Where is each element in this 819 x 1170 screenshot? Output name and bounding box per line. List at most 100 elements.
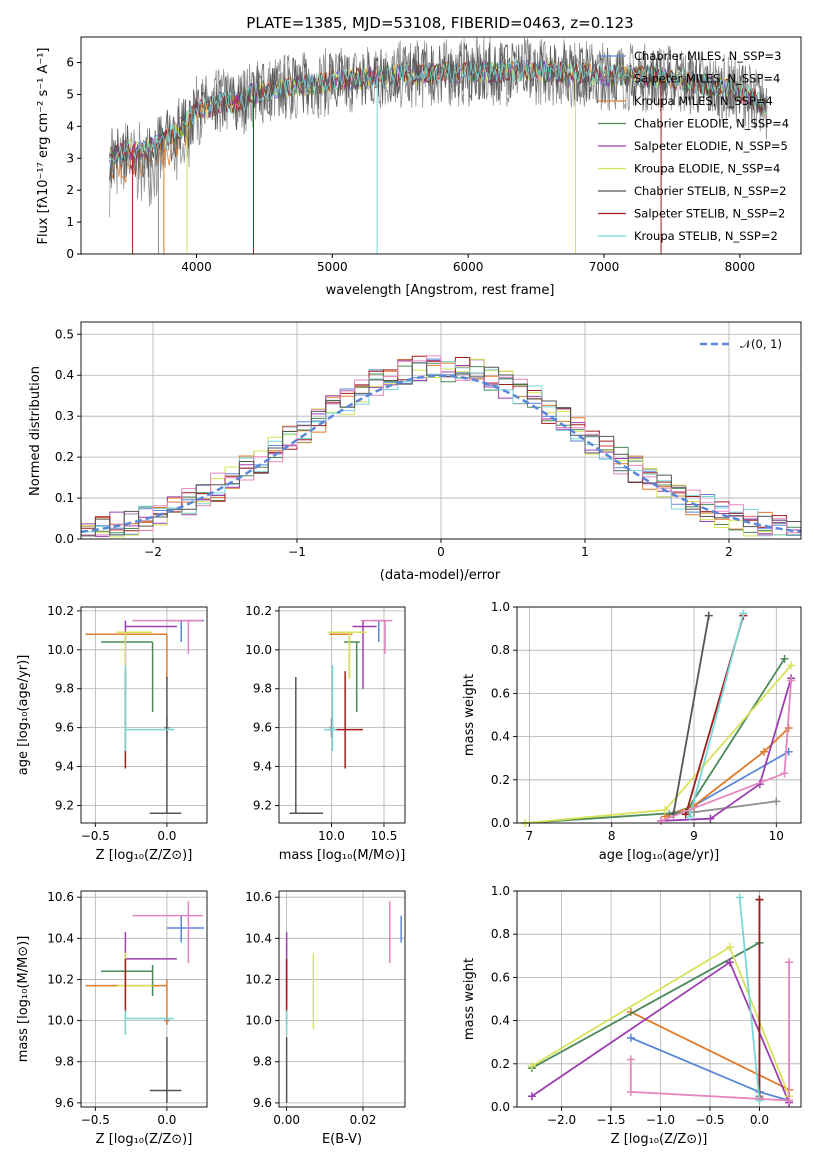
weight-line-kmiles (630, 1011, 790, 1091)
x-axis-label: Z [log₁₀(Z/Z⊙)] (96, 848, 193, 863)
y-axis-label: mass weight (462, 674, 477, 756)
x-tick-label: 0.0 (750, 1113, 769, 1127)
spectrum-legend: Chabrier MILES, N_SSP=3 Salpeter MILES, N… (598, 49, 789, 243)
y-tick-label: 10.6 (245, 890, 272, 904)
x-tick-label: −1.0 (646, 1113, 675, 1127)
weight-marker-selodie (527, 1092, 536, 1101)
axes-frame (278, 606, 406, 824)
weight-line-celodie (531, 942, 760, 1069)
x-axis-label: Z [log₁₀(Z/Z⊙)] (96, 1132, 193, 1147)
y-tick-label: 9.4 (253, 760, 272, 774)
y-tick-label: 0.4 (491, 730, 510, 744)
y-tick-label: 0.2 (491, 773, 510, 787)
weight-marker-pink (785, 1096, 794, 1105)
ticks: 7 8 9 10 0.0 0.2 0.4 0.6 0.8 1.0 (491, 600, 784, 843)
y-tick-label: 0.2 (491, 1057, 510, 1071)
weight-line-smiles (693, 800, 777, 814)
y-tick-label: 9.4 (55, 760, 74, 774)
x-axis-label: Z [log₁₀(Z/Z⊙)] (611, 1132, 708, 1147)
y-tick-label: 10.0 (245, 1014, 272, 1028)
x-tick-label: −0.5 (81, 1113, 110, 1127)
legend-label-celodie: Chabrier ELODIE, N_SSP=4 (634, 117, 789, 131)
y-tick-label: 0.3 (55, 409, 74, 423)
x-tick-label: 2 (725, 545, 733, 559)
weight-line-kelodie (525, 664, 792, 824)
spectrum-line-sstelib (109, 60, 768, 162)
histogram-legend: 𝒩(0, 1) (700, 337, 782, 351)
x-tick-label: 9 (690, 829, 698, 843)
ticks: −2.0 −1.5 −1.0 −0.5 0.0 0.0 0.2 0.4 0.6 0.8 1.0 (491, 884, 769, 1127)
y-tick-label: 2 (66, 183, 74, 197)
y-tick-label: 10.2 (47, 604, 74, 618)
y-axis-label: age [log₁₀(age/yr)] (16, 655, 31, 776)
y-tick-label: 9.6 (55, 721, 74, 735)
y-tick-label: 0.0 (491, 1100, 510, 1114)
y-tick-label: 1 (66, 215, 74, 229)
spectrum-frame (80, 36, 802, 255)
weight-marker-kstelib (739, 609, 748, 618)
ticks: −0.5 0.0 9.2 9.4 9.6 9.8 10.0 10.2 (47, 604, 176, 843)
weight-marker-kstelib (735, 893, 744, 902)
axes-frame (80, 890, 208, 1108)
weight-marker-kelodie (527, 1061, 536, 1070)
mass-vs-Z-panel: −0.5 0.0 9.6 9.8 10.0 10.2 10.4 10.6 Z [log₁₀(Z/… (16, 890, 208, 1147)
weight-marker-sstelib (755, 895, 764, 904)
weight-marker-pink (626, 1055, 635, 1064)
y-tick-label: 0.6 (491, 970, 510, 984)
massweight-vs-age-panel: 7 8 9 10 0.0 0.2 0.4 0.6 0.8 1.0 age [log₁₀(age/yr… (462, 600, 802, 863)
y-tick-label: 9.6 (55, 1096, 74, 1110)
weight-marker-pink (780, 769, 789, 778)
weight-marker-cmiles (626, 1033, 635, 1042)
weight-line-celodie (525, 658, 786, 824)
axes-frame (278, 890, 406, 1108)
x-tick-label: 7 (526, 829, 534, 843)
y-tick-label: 9.8 (253, 1055, 272, 1069)
weight-marker-kstelib (755, 1096, 764, 1105)
y-axis-label: mass weight (462, 958, 477, 1040)
y-tick-label: 9.8 (253, 682, 272, 696)
weight-line-kstelib (738, 897, 761, 1101)
ticks: −2 −1 0 1 2 0.0 0.1 0.2 0.3 0.4 0.5 (55, 327, 733, 559)
x-tick-label: −1.5 (596, 1113, 625, 1127)
legend-label-kelodie: Kroupa ELODIE, N_SSP=4 (634, 162, 780, 176)
x-tick-label: 1 (581, 545, 589, 559)
y-tick-label: 9.8 (55, 1055, 74, 1069)
legend-label-kmiles: Kroupa MILES, N_SSP=4 (634, 94, 773, 108)
y-tick-label: 3 (66, 151, 74, 165)
y-tick-label: 9.6 (253, 1096, 272, 1110)
x-tick-label: −1 (288, 545, 306, 559)
age-vs-mass-panel: 10.0 10.5 9.2 9.4 9.6 9.8 10.0 10.2 mass [log₁₀(… (245, 604, 406, 863)
y-tick-label: 9.2 (253, 798, 272, 812)
legend-label-kstelib: Kroupa STELIB, N_SSP=2 (634, 229, 778, 243)
axes-frame (516, 890, 802, 1108)
y-tick-label: 10.2 (47, 972, 74, 986)
weight-marker-kmiles (759, 747, 768, 756)
weight-line-cstelib (672, 615, 710, 815)
x-tick-label: 8000 (725, 260, 756, 274)
weight-line-kstelib (689, 613, 745, 817)
weight-marker-kelodie (787, 661, 796, 670)
y-tick-label: 0.1 (55, 491, 74, 505)
weight-marker-smiles (772, 797, 781, 806)
x-tick-label: 7000 (589, 260, 620, 274)
y-tick-label: 4 (66, 119, 74, 133)
legend-label-selodie: Salpeter ELODIE, N_SSP=5 (634, 139, 788, 153)
y-tick-label: 6 (66, 56, 74, 70)
spectrum-line-kstelib (109, 59, 768, 170)
weight-line-selodie (661, 678, 792, 822)
y-tick-label: 10.0 (47, 1014, 74, 1028)
massweight-vs-Z-panel: −2.0 −1.5 −1.0 −0.5 0.0 0.0 0.2 0.4 0.6 0.8 1.0 Z [… (462, 884, 802, 1147)
y-tick-label: 10.2 (245, 972, 272, 986)
histogram-step-pink (81, 355, 801, 536)
x-tick-label: −0.5 (81, 829, 110, 843)
y-tick-label: 0.6 (491, 686, 510, 700)
spectrum-xlabel: wavelength [Angstrom, rest frame] (326, 283, 555, 298)
x-tick-label: −2.0 (547, 1113, 576, 1127)
x-tick-label: 4000 (181, 260, 212, 274)
y-tick-label: 0 (66, 247, 74, 261)
axes-frame (80, 606, 208, 824)
weight-marker-celodie (780, 654, 789, 663)
y-tick-label: 10.4 (245, 931, 272, 945)
spectrum-line-cstelib (109, 43, 767, 183)
legend-label-cstelib: Chabrier STELIB, N_SSP=2 (634, 184, 786, 198)
